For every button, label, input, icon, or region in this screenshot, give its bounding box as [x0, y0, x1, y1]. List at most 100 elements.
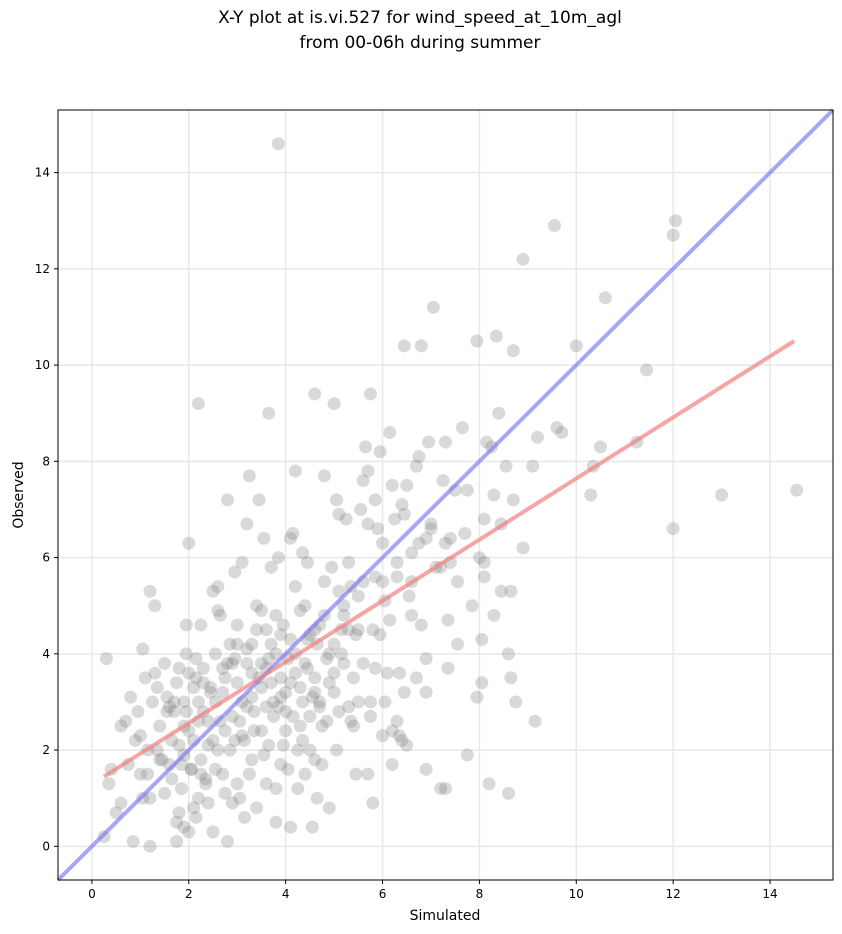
- data-point: [233, 791, 247, 805]
- data-point: [405, 546, 419, 560]
- data-point: [170, 815, 184, 829]
- data-point: [286, 709, 300, 723]
- data-point: [109, 806, 123, 820]
- data-point: [337, 599, 351, 613]
- data-point: [131, 705, 145, 719]
- x-tick-label: 6: [379, 887, 387, 901]
- data-point: [451, 637, 465, 651]
- data-point: [155, 753, 169, 767]
- data-point: [361, 767, 375, 781]
- data-point: [179, 647, 193, 661]
- data-point: [191, 695, 205, 709]
- data-point: [528, 714, 542, 728]
- data-point: [300, 661, 314, 675]
- data-point: [276, 618, 290, 632]
- data-point: [293, 681, 307, 694]
- data-point: [143, 584, 157, 598]
- data-point: [470, 690, 484, 704]
- data-point: [392, 729, 406, 743]
- data-point: [182, 536, 196, 550]
- data-point: [136, 642, 150, 656]
- data-point: [376, 536, 390, 550]
- lines-layer: [56, 108, 835, 882]
- data-point: [363, 387, 377, 401]
- data-point: [242, 767, 256, 781]
- data-point: [315, 758, 329, 771]
- data-point: [288, 666, 302, 680]
- data-point: [242, 469, 256, 483]
- data-point: [516, 252, 530, 266]
- data-point: [286, 527, 300, 540]
- data-point: [179, 618, 193, 632]
- y-tick-label: 12: [35, 262, 50, 276]
- data-point: [482, 777, 496, 791]
- data-point: [383, 613, 397, 627]
- data-point: [284, 531, 297, 545]
- data-point: [218, 786, 232, 800]
- data-point: [346, 671, 360, 685]
- data-point: [472, 551, 486, 565]
- data-point: [284, 632, 297, 646]
- data-point: [363, 709, 377, 723]
- data-point: [102, 777, 116, 791]
- data-point: [298, 767, 312, 781]
- data-point: [458, 527, 472, 540]
- data-point: [308, 387, 322, 401]
- data-point: [99, 652, 113, 666]
- data-point: [262, 406, 276, 420]
- data-point: [547, 219, 561, 232]
- data-point: [424, 522, 438, 536]
- data-point: [293, 719, 307, 733]
- data-point: [455, 421, 469, 435]
- data-point: [201, 714, 215, 728]
- y-tick-label: 10: [35, 358, 50, 372]
- data-point: [419, 531, 433, 545]
- data-point: [252, 493, 266, 507]
- data-point: [267, 709, 281, 723]
- data-point: [332, 584, 346, 598]
- data-point: [296, 733, 310, 747]
- data-point: [247, 705, 261, 719]
- data-point: [206, 584, 220, 598]
- data-point: [189, 652, 203, 666]
- data-point: [211, 579, 225, 593]
- data-point: [133, 729, 147, 743]
- data-point: [293, 604, 307, 617]
- data-point: [170, 676, 184, 690]
- data-point: [225, 796, 239, 810]
- data-point: [223, 637, 237, 651]
- data-point: [368, 661, 382, 675]
- data-point: [165, 772, 179, 786]
- data-point: [138, 671, 152, 685]
- data-point: [322, 647, 336, 661]
- data-point: [257, 748, 271, 762]
- data-point: [296, 695, 310, 709]
- data-point: [240, 517, 254, 531]
- data-point: [361, 517, 375, 531]
- data-point: [296, 546, 310, 560]
- data-point: [412, 536, 426, 550]
- data-point: [262, 738, 276, 752]
- data-point: [228, 565, 242, 579]
- data-point: [419, 652, 433, 666]
- grid-layer: [58, 110, 833, 880]
- data-point: [337, 608, 351, 622]
- data-point: [666, 522, 680, 536]
- data-point: [279, 685, 293, 699]
- data-point: [291, 782, 305, 796]
- data-point: [385, 478, 399, 492]
- data-point: [177, 820, 191, 834]
- data-point: [216, 685, 230, 699]
- data-point: [208, 647, 222, 661]
- data-point: [325, 560, 339, 574]
- data-point: [317, 469, 331, 483]
- data-point: [378, 695, 392, 709]
- data-point: [114, 796, 128, 810]
- data-point: [237, 733, 251, 747]
- data-point: [550, 421, 564, 435]
- data-point: [254, 681, 268, 694]
- data-point: [124, 690, 138, 704]
- data-point: [182, 666, 196, 680]
- data-point: [158, 656, 172, 670]
- data-point: [187, 681, 201, 694]
